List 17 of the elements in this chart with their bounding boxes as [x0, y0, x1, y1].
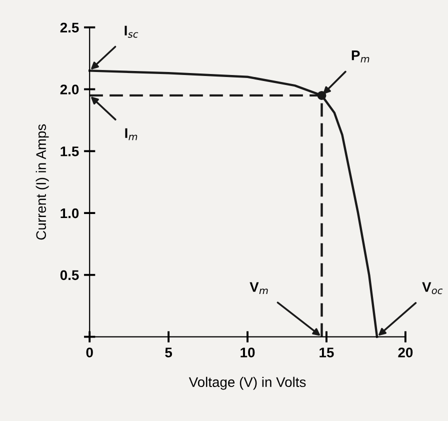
x-axis-title: Voltage (V) in Volts	[188, 376, 306, 390]
annotation: V$_{oc}$	[422, 282, 443, 294]
y-tick-label: 1.0	[60, 208, 79, 218]
annotation: V$_{m}$	[250, 282, 268, 294]
x-tick-label: 0	[86, 348, 93, 358]
x-tick-label: 15	[320, 348, 334, 358]
annotation: P$_{m}$	[352, 50, 370, 62]
x-tick-label: 10	[240, 348, 255, 358]
y-tick-label: 2.5	[60, 22, 79, 33]
y-axis-title: Current (I) in Amps	[36, 124, 49, 240]
y-tick-label: 1.5	[60, 146, 79, 156]
annotation: I$_{sc}$	[124, 26, 138, 38]
y-tick-label: 2.0	[60, 84, 79, 94]
x-tick-label: 5	[165, 348, 172, 358]
annotation: I$_{m}$	[125, 128, 138, 140]
x-tick-label: 20	[398, 348, 413, 358]
y-tick-label: 0.5	[60, 270, 79, 280]
